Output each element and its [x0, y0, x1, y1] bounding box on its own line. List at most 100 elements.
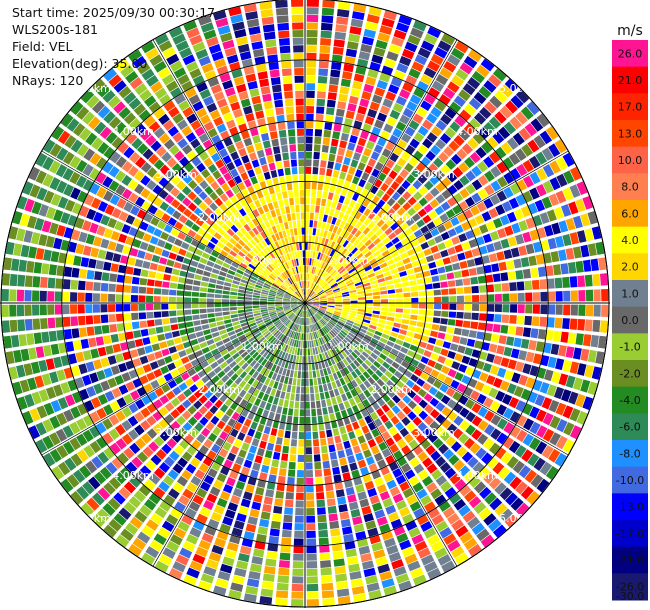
range-gate	[332, 242, 339, 251]
range-gate	[455, 68, 469, 81]
range-gate	[472, 304, 480, 312]
range-gate	[184, 284, 193, 291]
range-gate	[264, 237, 271, 246]
range-gate	[327, 436, 335, 445]
range-gate	[422, 168, 433, 179]
range-gate	[298, 447, 305, 455]
range-gate	[167, 362, 176, 371]
range-gate	[389, 152, 399, 163]
range-gate	[317, 377, 322, 385]
range-gate	[49, 143, 62, 158]
range-gate	[306, 310, 309, 318]
range-gate	[270, 209, 277, 218]
range-gate	[386, 399, 396, 409]
range-gate	[34, 375, 45, 389]
range-gate	[349, 310, 357, 314]
range-gate	[554, 139, 567, 154]
range-gate	[79, 388, 90, 401]
range-gate	[274, 232, 281, 241]
range-gate	[369, 101, 380, 111]
range-gate	[254, 398, 262, 407]
range-gate	[83, 400, 95, 412]
range-gate	[257, 252, 265, 260]
range-gate	[418, 303, 426, 309]
range-gate	[288, 221, 293, 229]
range-gate	[505, 260, 515, 270]
range-gate	[195, 546, 209, 558]
range-gate	[350, 18, 364, 28]
range-gate	[206, 260, 215, 268]
range-gate	[277, 239, 283, 248]
range-gate	[290, 299, 298, 302]
range-gate	[191, 223, 201, 232]
range-gate	[509, 314, 517, 324]
velocity-field	[1, 0, 609, 607]
range-gate	[209, 322, 217, 328]
range-gate	[263, 284, 271, 290]
range-gate	[555, 304, 563, 315]
range-gate	[311, 332, 315, 340]
range-gate	[291, 7, 304, 15]
range-gate	[287, 129, 296, 137]
range-gate	[172, 132, 184, 143]
range-gate	[234, 272, 243, 279]
range-gate	[326, 309, 334, 313]
range-gate	[165, 80, 179, 92]
range-gate	[321, 254, 327, 262]
range-gate	[484, 184, 495, 196]
range-gate	[260, 588, 274, 597]
range-gate	[299, 424, 305, 432]
range-gate	[531, 316, 540, 327]
range-gate	[323, 129, 332, 138]
range-gate	[158, 481, 170, 493]
range-gate	[88, 258, 97, 269]
range-gate	[325, 429, 333, 438]
range-gate	[313, 454, 321, 462]
range-gate	[314, 267, 319, 275]
range-gate	[529, 171, 541, 185]
range-gate	[138, 303, 146, 311]
range-gate	[316, 288, 323, 294]
range-gate	[237, 292, 245, 297]
range-gate	[497, 228, 507, 239]
range-gate	[418, 399, 428, 409]
range-gate	[280, 391, 286, 399]
range-gate	[319, 295, 327, 299]
range-gate	[270, 427, 278, 437]
range-gate	[377, 209, 386, 218]
range-gate	[268, 264, 275, 271]
range-gate	[103, 482, 116, 495]
range-gate	[399, 222, 409, 231]
range-gate	[492, 377, 503, 389]
range-gate	[346, 281, 354, 287]
range-gate	[515, 502, 530, 517]
range-gate	[450, 153, 462, 165]
range-gate	[418, 257, 428, 265]
range-gate	[327, 278, 334, 284]
range-gate	[403, 298, 411, 303]
range-gate	[159, 341, 168, 349]
range-gate	[207, 518, 220, 529]
range-gate	[353, 359, 361, 368]
range-gate	[535, 183, 547, 197]
range-gate	[108, 518, 122, 532]
range-gate	[492, 324, 501, 333]
range-gate	[562, 276, 570, 288]
range-gate	[302, 348, 305, 356]
range-gate	[259, 125, 268, 134]
range-gate	[331, 177, 338, 186]
range-gate	[348, 199, 356, 208]
range-gate	[321, 376, 326, 385]
range-gate	[317, 311, 324, 316]
range-gate	[359, 383, 367, 392]
range-gate	[264, 342, 272, 350]
range-gate	[366, 254, 375, 262]
range-gate	[336, 322, 344, 328]
range-gate	[307, 317, 310, 325]
range-gate	[162, 547, 176, 559]
range-gate	[312, 301, 320, 303]
range-gate	[404, 243, 413, 251]
range-gate	[263, 171, 271, 180]
range-gate	[475, 146, 487, 159]
range-gate	[338, 402, 345, 411]
